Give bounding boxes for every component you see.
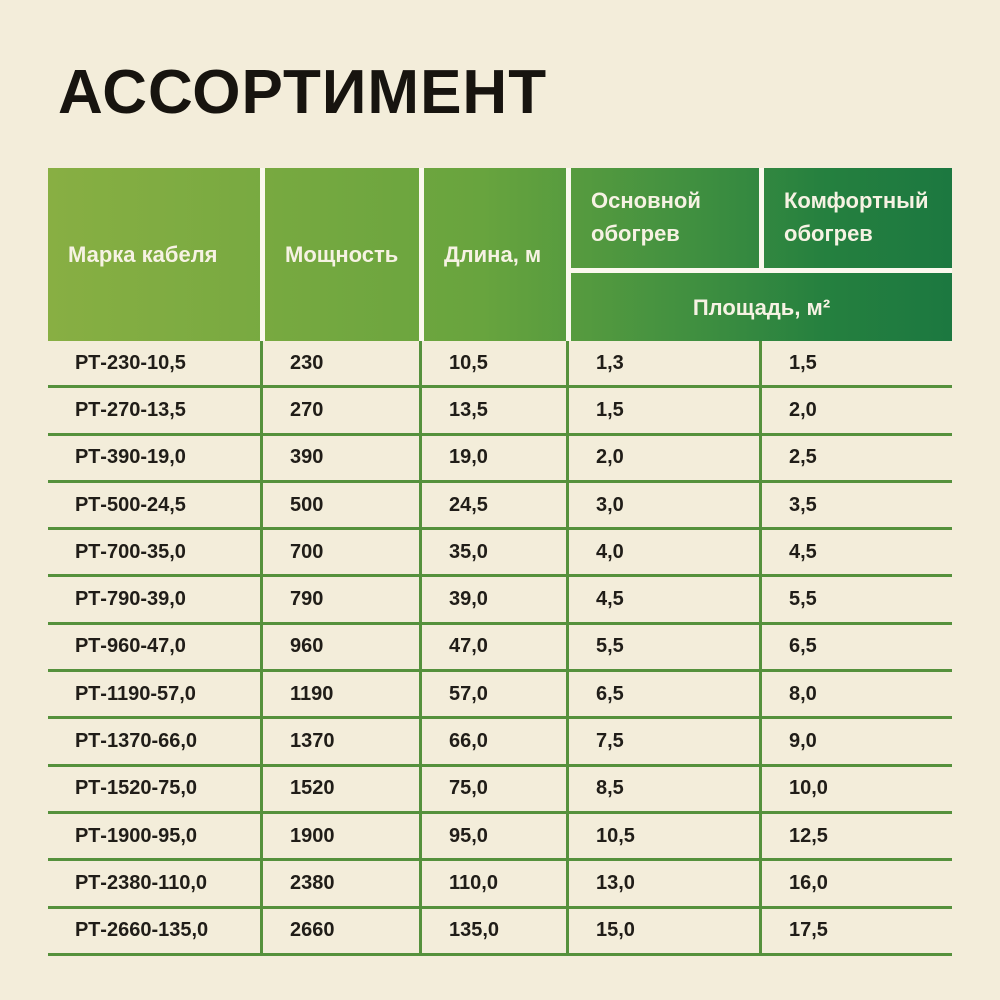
cell-cable-brand: РТ-270-13,5 — [48, 388, 260, 436]
cell-main-heating-area: 2,0 — [566, 435, 759, 483]
cell-main-heating-area: 8,5 — [566, 766, 759, 814]
cell-power: 390 — [260, 435, 419, 483]
cell-comfort-heating-area: 6,5 — [759, 624, 952, 673]
cell-cable-brand: РТ-790-39,0 — [48, 577, 260, 625]
cell-comfort-heating-area: 9,0 — [759, 719, 952, 767]
header-main-heating: Основной обогрев — [566, 168, 759, 268]
cell-cable-brand: РТ-2660-135,0 — [48, 909, 260, 956]
cell-comfort-heating-area: 8,0 — [759, 672, 952, 720]
cell-power: 2660 — [260, 908, 419, 956]
assortment-table: Марка кабеля Мощность Длина, м Основной … — [48, 168, 952, 956]
cell-power: 1520 — [260, 766, 419, 814]
cell-length: 39,0 — [419, 577, 566, 625]
cell-cable-brand: РТ-500-24,5 — [48, 483, 260, 531]
cell-comfort-heating-area: 3,5 — [759, 482, 952, 531]
cell-cable-brand: РТ-230-10,5 — [48, 341, 260, 389]
cell-power: 960 — [260, 624, 419, 673]
cell-comfort-heating-area: 16,0 — [759, 861, 952, 909]
header-length: Длина, м — [419, 168, 566, 341]
cell-power: 700 — [260, 530, 419, 578]
cell-power: 1900 — [260, 813, 419, 862]
cell-cable-brand: РТ-960-47,0 — [48, 625, 260, 673]
cell-cable-brand: РТ-1370-66,0 — [48, 719, 260, 767]
cell-length: 13,5 — [419, 388, 566, 436]
cell-length: 47,0 — [419, 624, 566, 673]
cell-main-heating-area: 13,0 — [566, 861, 759, 909]
cell-length: 24,5 — [419, 482, 566, 531]
cell-length: 19,0 — [419, 435, 566, 483]
cell-length: 66,0 — [419, 719, 566, 767]
cell-comfort-heating-area: 2,0 — [759, 388, 952, 436]
table-body: РТ-230-10,5 230 10,5 1,3 1,5 РТ-270-13,5… — [48, 341, 952, 956]
cell-length: 135,0 — [419, 908, 566, 956]
header-area: Площадь, м² — [566, 268, 952, 341]
cell-power: 790 — [260, 577, 419, 625]
cell-power: 1190 — [260, 672, 419, 720]
cell-main-heating-area: 1,3 — [566, 341, 759, 389]
cell-cable-brand: РТ-1900-95,0 — [48, 814, 260, 862]
cell-cable-brand: РТ-1190-57,0 — [48, 672, 260, 720]
cell-main-heating-area: 1,5 — [566, 388, 759, 436]
cell-length: 35,0 — [419, 530, 566, 578]
cell-comfort-heating-area: 5,5 — [759, 577, 952, 625]
cell-power: 2380 — [260, 861, 419, 909]
cell-main-heating-area: 4,0 — [566, 530, 759, 578]
cell-comfort-heating-area: 17,5 — [759, 908, 952, 956]
cell-main-heating-area: 4,5 — [566, 577, 759, 625]
cell-main-heating-area: 7,5 — [566, 719, 759, 767]
cell-length: 10,5 — [419, 341, 566, 389]
cell-length: 75,0 — [419, 766, 566, 814]
cell-cable-brand: РТ-1520-75,0 — [48, 767, 260, 814]
cell-comfort-heating-area: 2,5 — [759, 435, 952, 483]
cell-cable-brand: РТ-390-19,0 — [48, 436, 260, 483]
cell-main-heating-area: 10,5 — [566, 813, 759, 862]
cell-length: 57,0 — [419, 672, 566, 720]
cell-length: 95,0 — [419, 813, 566, 862]
header-comfort-heating: Комфортный обогрев — [759, 168, 952, 268]
cell-cable-brand: РТ-2380-110,0 — [48, 861, 260, 909]
header-power: Мощность — [260, 168, 419, 341]
cell-power: 230 — [260, 341, 419, 389]
cell-power: 500 — [260, 482, 419, 531]
table-header: Марка кабеля Мощность Длина, м Основной … — [48, 168, 952, 341]
cell-main-heating-area: 6,5 — [566, 672, 759, 720]
cell-comfort-heating-area: 12,5 — [759, 813, 952, 862]
cell-length: 110,0 — [419, 861, 566, 909]
cell-main-heating-area: 3,0 — [566, 482, 759, 531]
cell-power: 1370 — [260, 719, 419, 767]
cell-cable-brand: РТ-700-35,0 — [48, 530, 260, 578]
cell-main-heating-area: 15,0 — [566, 908, 759, 956]
page-title: АССОРТИМЕНТ — [58, 58, 548, 127]
header-cable-brand: Марка кабеля — [68, 242, 218, 267]
cell-comfort-heating-area: 1,5 — [759, 341, 952, 389]
cell-power: 270 — [260, 388, 419, 436]
cell-comfort-heating-area: 4,5 — [759, 530, 952, 578]
cell-main-heating-area: 5,5 — [566, 624, 759, 673]
cell-comfort-heating-area: 10,0 — [759, 766, 952, 814]
